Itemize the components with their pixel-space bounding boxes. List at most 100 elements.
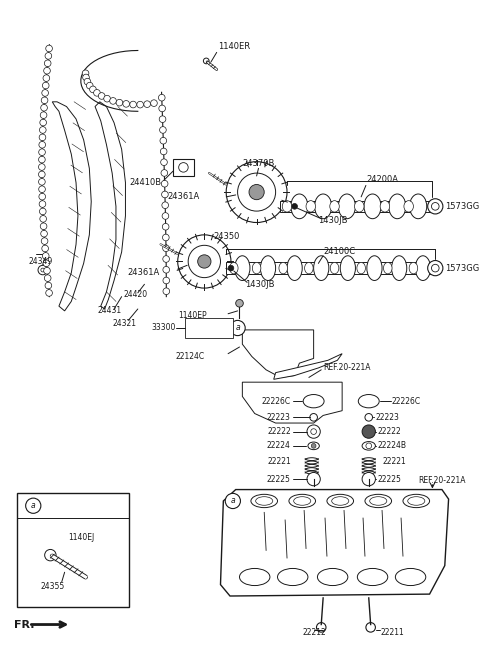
Text: 24321: 24321 (112, 319, 136, 328)
Circle shape (365, 413, 372, 421)
Circle shape (161, 180, 168, 187)
Circle shape (110, 98, 116, 104)
Circle shape (41, 237, 48, 245)
Ellipse shape (294, 497, 311, 505)
Circle shape (159, 127, 166, 133)
Ellipse shape (235, 256, 250, 281)
Polygon shape (52, 102, 91, 311)
Ellipse shape (357, 569, 388, 586)
Circle shape (432, 203, 439, 210)
Text: 22223: 22223 (267, 413, 291, 422)
Circle shape (198, 255, 211, 268)
Bar (185, 319, 233, 337)
Circle shape (362, 425, 375, 438)
Circle shape (39, 134, 46, 140)
Circle shape (25, 498, 41, 514)
Circle shape (41, 268, 45, 272)
Ellipse shape (313, 256, 329, 281)
Text: 1573GG: 1573GG (445, 202, 479, 211)
Polygon shape (242, 330, 313, 377)
Circle shape (163, 277, 169, 284)
Ellipse shape (357, 262, 365, 274)
Circle shape (41, 230, 48, 237)
Circle shape (90, 86, 96, 92)
Text: 22221: 22221 (382, 457, 406, 466)
Circle shape (307, 425, 320, 438)
Text: 24431: 24431 (98, 306, 122, 316)
Ellipse shape (317, 569, 348, 586)
Circle shape (236, 300, 243, 307)
Circle shape (159, 116, 166, 123)
Circle shape (41, 104, 48, 111)
Ellipse shape (403, 495, 430, 508)
Circle shape (163, 256, 169, 262)
Circle shape (42, 253, 49, 259)
Circle shape (162, 224, 169, 230)
Circle shape (204, 58, 209, 64)
Ellipse shape (277, 569, 308, 586)
Circle shape (39, 201, 46, 207)
Ellipse shape (291, 194, 308, 218)
Text: 24361A: 24361A (127, 268, 160, 277)
Circle shape (163, 234, 169, 241)
Ellipse shape (338, 194, 356, 218)
Circle shape (38, 164, 45, 171)
Circle shape (163, 288, 169, 295)
Ellipse shape (384, 262, 392, 274)
Circle shape (38, 156, 45, 163)
Ellipse shape (392, 256, 407, 281)
Circle shape (428, 260, 443, 276)
Circle shape (188, 245, 220, 277)
Text: 22224: 22224 (267, 441, 291, 451)
Ellipse shape (327, 495, 354, 508)
Circle shape (292, 203, 298, 209)
Circle shape (86, 82, 93, 89)
Text: 22221: 22221 (267, 457, 291, 466)
Ellipse shape (362, 441, 375, 450)
Text: REF.20-221A: REF.20-221A (323, 363, 371, 373)
Circle shape (307, 472, 320, 485)
Text: 24420: 24420 (123, 290, 148, 299)
Circle shape (130, 101, 136, 108)
Ellipse shape (251, 495, 277, 508)
Ellipse shape (240, 569, 270, 586)
Text: 24350: 24350 (214, 232, 240, 241)
Ellipse shape (308, 442, 319, 449)
Circle shape (42, 245, 48, 252)
Circle shape (228, 265, 234, 271)
Polygon shape (220, 489, 449, 596)
Bar (173, 159, 194, 176)
Text: 22224B: 22224B (377, 441, 406, 451)
Circle shape (163, 245, 169, 251)
Ellipse shape (256, 497, 273, 505)
Circle shape (43, 260, 49, 266)
Text: 22223: 22223 (375, 413, 399, 422)
Ellipse shape (364, 194, 381, 218)
Circle shape (310, 413, 317, 421)
Text: 1140EJ: 1140EJ (69, 533, 95, 542)
Circle shape (40, 216, 47, 222)
Ellipse shape (396, 569, 426, 586)
Circle shape (39, 127, 46, 133)
Text: 33300: 33300 (152, 323, 176, 333)
Ellipse shape (415, 256, 431, 281)
Circle shape (225, 493, 240, 508)
Text: 1140ER: 1140ER (218, 42, 251, 51)
Ellipse shape (282, 201, 292, 212)
Circle shape (366, 443, 372, 449)
Ellipse shape (370, 497, 387, 505)
Text: REF.20-221A: REF.20-221A (418, 476, 466, 485)
Circle shape (38, 265, 48, 275)
Ellipse shape (332, 497, 349, 505)
Circle shape (162, 202, 168, 209)
Circle shape (39, 186, 45, 193)
Text: 22124C: 22124C (175, 352, 204, 361)
Ellipse shape (409, 194, 427, 218)
Circle shape (159, 105, 166, 112)
Circle shape (162, 213, 169, 219)
Circle shape (144, 101, 150, 108)
Text: 22226C: 22226C (392, 397, 420, 405)
Circle shape (137, 101, 144, 108)
Ellipse shape (404, 201, 413, 212)
Circle shape (39, 208, 46, 215)
